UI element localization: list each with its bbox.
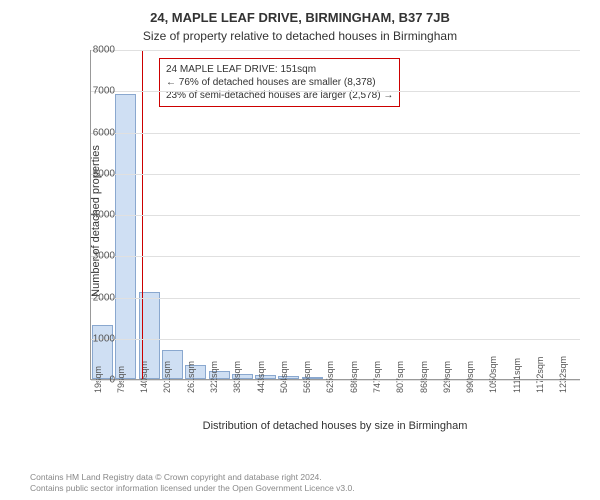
- gridline: [91, 339, 580, 340]
- y-tick-label: 3000: [75, 251, 115, 262]
- y-tick-label: 7000: [75, 86, 115, 97]
- x-tick-label: 1111sqm: [512, 358, 522, 393]
- y-tick-label: 1000: [75, 333, 115, 344]
- footer-line-1: Contains HM Land Registry data © Crown c…: [30, 472, 355, 483]
- x-tick-label: 1172sqm: [535, 357, 545, 393]
- x-tick-label: 565sqm: [302, 361, 312, 393]
- y-tick-label: 6000: [75, 127, 115, 138]
- x-tick-label: 807sqm: [395, 361, 405, 393]
- plot-area: 19sqm79sqm140sqm201sqm261sqm322sqm383sqm…: [90, 50, 580, 380]
- footer-line-2: Contains public sector information licen…: [30, 483, 355, 494]
- gridline: [91, 174, 580, 175]
- info-line-smaller: ← 76% of detached houses are smaller (8,…: [166, 76, 393, 89]
- gridline: [91, 215, 580, 216]
- gridline: [91, 91, 580, 92]
- x-tick-label: 868sqm: [419, 361, 429, 393]
- y-tick-label: 8000: [75, 45, 115, 56]
- histogram-chart: Number of detached properties 19sqm79sqm…: [60, 50, 580, 420]
- y-tick-label: 2000: [75, 292, 115, 303]
- x-tick-label: 140sqm: [139, 361, 149, 393]
- x-tick-label: 504sqm: [279, 361, 289, 393]
- x-tick-label: 1050sqm: [488, 356, 498, 393]
- x-tick-label: 747sqm: [372, 361, 382, 393]
- y-tick-label: 4000: [75, 210, 115, 221]
- footer-attribution: Contains HM Land Registry data © Crown c…: [30, 472, 355, 494]
- gridline: [91, 256, 580, 257]
- x-axis-label: Distribution of detached houses by size …: [90, 420, 580, 456]
- property-info-box: 24 MAPLE LEAF DRIVE: 151sqm ← 76% of det…: [159, 58, 400, 107]
- x-tick-label: 990sqm: [465, 361, 475, 393]
- info-line-property: 24 MAPLE LEAF DRIVE: 151sqm: [166, 63, 393, 76]
- x-tick-label: 1232sqm: [558, 356, 568, 393]
- page-title: 24, MAPLE LEAF DRIVE, BIRMINGHAM, B37 7J…: [0, 0, 600, 25]
- x-tick-label: 625sqm: [325, 361, 335, 393]
- x-tick-label: 383sqm: [232, 361, 242, 393]
- x-tick-label: 686sqm: [349, 361, 359, 393]
- x-tick-label: 201sqm: [162, 361, 172, 393]
- histogram-bar: [115, 94, 136, 379]
- x-tick-label: 443sqm: [256, 361, 266, 393]
- gridline: [91, 298, 580, 299]
- gridline: [91, 50, 580, 51]
- gridline: [91, 380, 580, 381]
- y-tick-label: 0: [75, 375, 115, 386]
- x-tick-label: 929sqm: [442, 361, 452, 393]
- gridline: [91, 133, 580, 134]
- x-tick-label: 322sqm: [209, 361, 219, 393]
- x-tick-label: 261sqm: [186, 361, 196, 393]
- y-tick-label: 5000: [75, 168, 115, 179]
